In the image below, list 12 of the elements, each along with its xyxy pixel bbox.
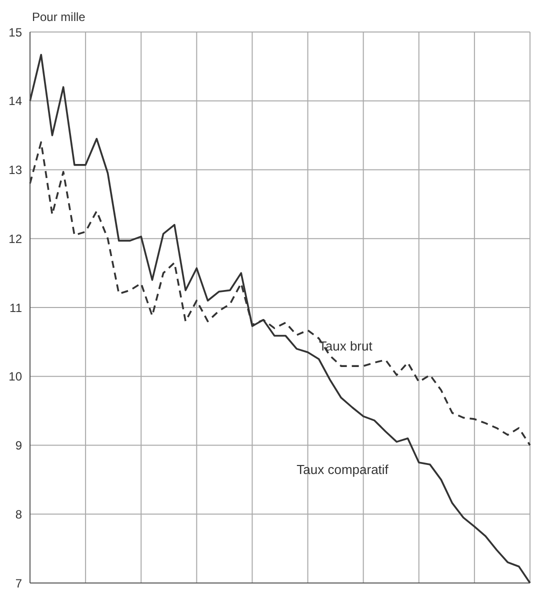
series-label: Taux comparatif <box>296 462 389 477</box>
y-tick-label: 11 <box>10 300 22 315</box>
series-label: Taux brut <box>318 338 373 354</box>
y-tick-label: 10 <box>8 370 22 384</box>
y-axis-title: Pour mille <box>32 10 86 24</box>
y-tick-label: 12 <box>8 232 22 246</box>
y-tick-label: 13 <box>8 163 22 178</box>
y-tick-label: 9 <box>15 438 22 453</box>
y-tick-label: 15 <box>8 25 22 40</box>
y-tick-label: 14 <box>8 94 22 108</box>
y-tick-label: 8 <box>15 507 22 522</box>
y-tick-label: 7 <box>15 576 22 590</box>
